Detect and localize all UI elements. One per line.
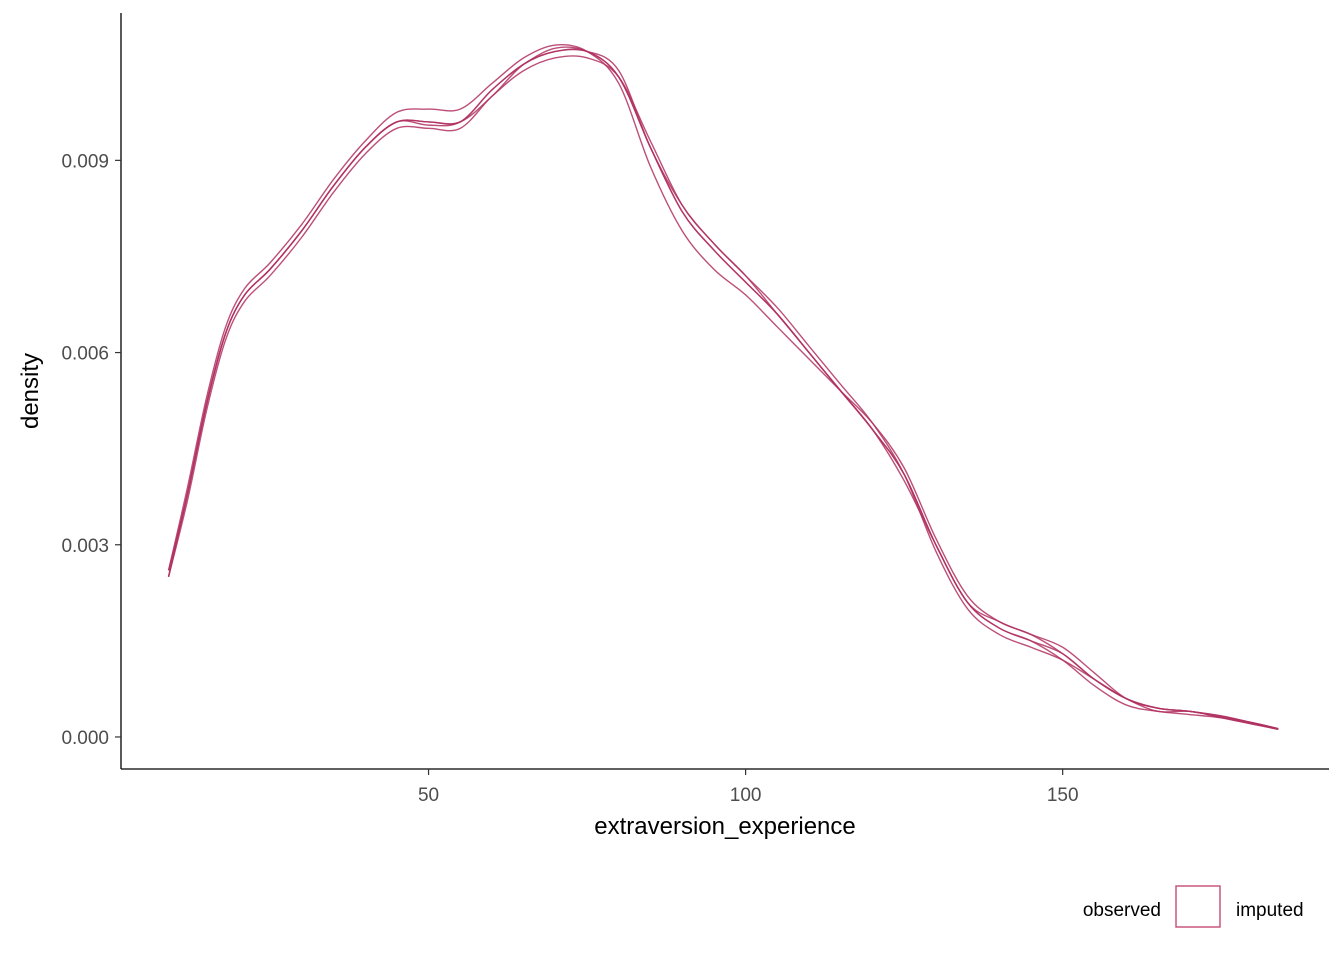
y-tick-label: 0.003	[61, 536, 109, 557]
x-tick-label: 150	[1047, 785, 1079, 806]
density-line-5	[167, 48, 1279, 730]
legend-key-box	[1175, 885, 1221, 928]
density-lines	[167, 43, 1279, 730]
density-line-1	[167, 46, 1279, 730]
density-line-4	[167, 48, 1279, 730]
x-tick-label: 50	[418, 785, 439, 806]
x-tick-label: 100	[730, 785, 762, 806]
legend: observed imputed	[1083, 885, 1304, 928]
x-axis-title: extraversion_experience	[594, 813, 855, 840]
y-tick-label: 0.009	[61, 151, 109, 172]
density-line-3	[167, 55, 1279, 730]
density-line-2	[167, 43, 1279, 730]
y-axis-ticks: 0.000 0.003 0.006 0.009	[61, 151, 121, 749]
y-axis-title: density	[17, 353, 44, 429]
y-tick-label: 0.006	[61, 344, 109, 365]
legend-label-observed: observed	[1083, 900, 1161, 921]
x-axis-ticks: 50 100 150	[418, 769, 1079, 806]
y-tick-label: 0.000	[61, 728, 109, 749]
legend-label-imputed: imputed	[1236, 900, 1304, 921]
